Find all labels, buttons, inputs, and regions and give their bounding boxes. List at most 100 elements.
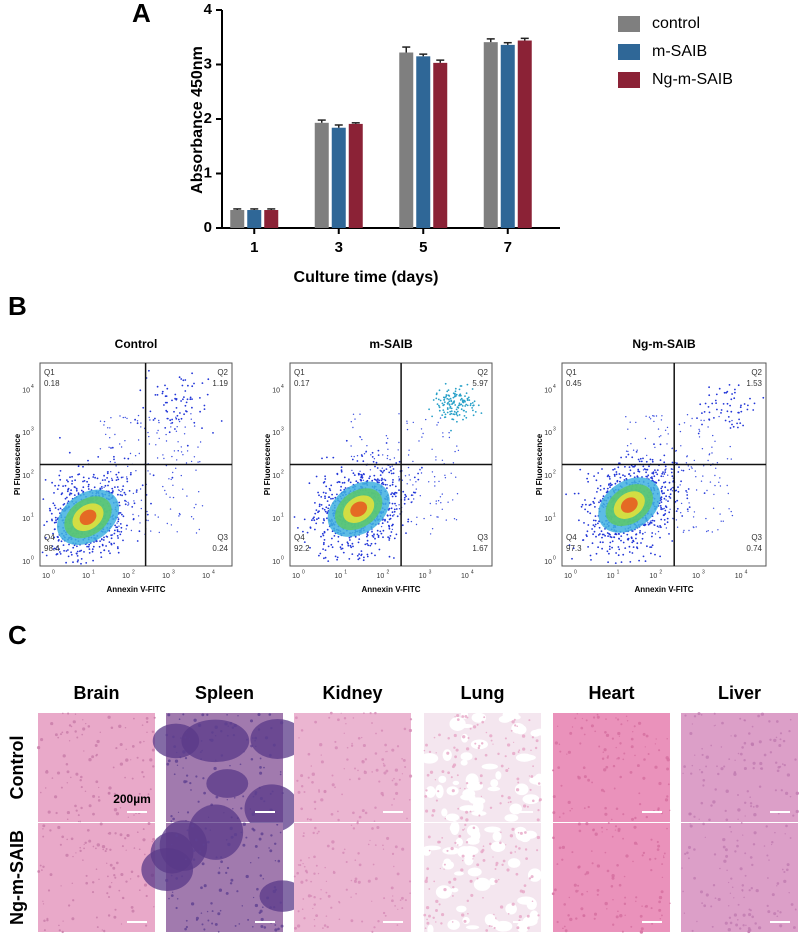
event-dot xyxy=(105,535,108,538)
event-dot xyxy=(659,555,661,558)
event-dot xyxy=(450,407,453,410)
event-dot xyxy=(189,398,192,401)
tissue-speck xyxy=(479,781,483,785)
tissue-speck xyxy=(727,905,730,907)
tissue-speck xyxy=(612,923,615,926)
tissue-speck xyxy=(42,903,45,905)
tissue-speck xyxy=(226,714,228,716)
tissue-speck xyxy=(378,780,381,783)
event-dot xyxy=(685,462,688,464)
event-dot xyxy=(644,523,646,526)
tissue-speck xyxy=(554,741,559,745)
event-dot xyxy=(106,472,109,475)
event-dot xyxy=(323,519,325,522)
tissue-speck xyxy=(58,929,61,932)
tissue-region xyxy=(427,924,434,936)
event-dot xyxy=(702,475,704,477)
event-dot xyxy=(680,512,682,514)
event-dot xyxy=(454,450,456,453)
tissue-speck xyxy=(229,764,231,767)
event-dot xyxy=(212,432,214,434)
event-dot xyxy=(378,548,381,551)
tissue-speck xyxy=(375,732,377,735)
tissue-speck xyxy=(624,914,626,917)
event-dot xyxy=(382,454,384,456)
event-dot xyxy=(592,500,595,503)
tissue-speck xyxy=(638,792,641,795)
tissue-speck xyxy=(752,767,755,770)
tissue-speck xyxy=(659,918,662,920)
event-dot xyxy=(348,558,351,560)
event-dot xyxy=(398,489,400,491)
event-dot xyxy=(359,436,362,438)
y-tick-base: 10 xyxy=(272,387,280,394)
event-dot xyxy=(350,455,353,458)
event-dot xyxy=(358,473,360,475)
tissue-speck xyxy=(72,899,75,902)
event-dot xyxy=(193,507,195,509)
event-dot xyxy=(740,410,743,413)
event-dot xyxy=(398,480,400,482)
x-axis-label: Culture time (days) xyxy=(294,269,439,286)
tissue-speck xyxy=(499,841,502,845)
event-dot xyxy=(664,505,667,508)
tissue-speck xyxy=(302,898,305,900)
tissue-speck xyxy=(358,863,362,867)
tissue-speck xyxy=(44,787,47,789)
bar xyxy=(416,56,431,229)
event-dot xyxy=(646,476,649,478)
tissue-speck xyxy=(257,728,261,731)
tissue-speck xyxy=(137,875,140,878)
tissue-speck xyxy=(448,880,452,884)
event-dot xyxy=(452,462,455,464)
event-dot xyxy=(664,509,667,512)
event-dot xyxy=(618,548,621,551)
event-dot xyxy=(358,553,360,555)
event-dot xyxy=(367,544,370,547)
tissue-speck xyxy=(165,878,169,882)
event-dot xyxy=(409,479,411,481)
tissue-speck xyxy=(524,848,528,851)
tissue-speck xyxy=(397,908,399,910)
event-dot xyxy=(128,503,130,505)
tissue-speck xyxy=(781,868,784,871)
event-dot xyxy=(103,420,106,423)
tissue-speck xyxy=(385,751,387,753)
tissue-region xyxy=(466,837,480,845)
event-dot xyxy=(359,470,361,472)
event-dot xyxy=(323,541,325,544)
event-dot xyxy=(383,478,385,480)
event-dot xyxy=(351,553,354,555)
tissue-speck xyxy=(314,807,317,810)
row-title: Ng-m-SAIB xyxy=(7,830,27,925)
tissue-speck xyxy=(727,881,730,884)
event-dot xyxy=(693,459,695,462)
tissue-speck xyxy=(457,844,459,846)
tissue-speck xyxy=(334,786,336,789)
tissue-speck xyxy=(382,762,385,765)
tissue-speck xyxy=(462,828,465,831)
tissue-speck xyxy=(650,907,653,910)
event-dot xyxy=(608,545,611,548)
event-dot xyxy=(635,421,637,424)
event-dot xyxy=(132,518,135,520)
tissue-speck xyxy=(70,776,72,779)
error-bar xyxy=(419,53,428,57)
tissue-speck xyxy=(464,714,468,718)
tissue-speck xyxy=(654,743,657,745)
event-dot xyxy=(663,497,666,500)
tissue-speck xyxy=(451,765,455,769)
event-dot xyxy=(406,428,409,431)
quadrant-value: 0.45 xyxy=(566,379,582,388)
event-dot xyxy=(609,533,611,536)
tissue-speck xyxy=(350,879,353,882)
tissue-speck xyxy=(218,867,221,869)
tissue-speck xyxy=(354,880,357,883)
event-dot xyxy=(324,510,327,513)
tissue-region xyxy=(529,776,546,785)
tissue-speck xyxy=(146,731,148,734)
tissue-speck xyxy=(560,784,563,787)
tissue-speck xyxy=(688,857,690,860)
tissue-speck xyxy=(722,837,726,842)
tissue-speck xyxy=(217,912,221,916)
